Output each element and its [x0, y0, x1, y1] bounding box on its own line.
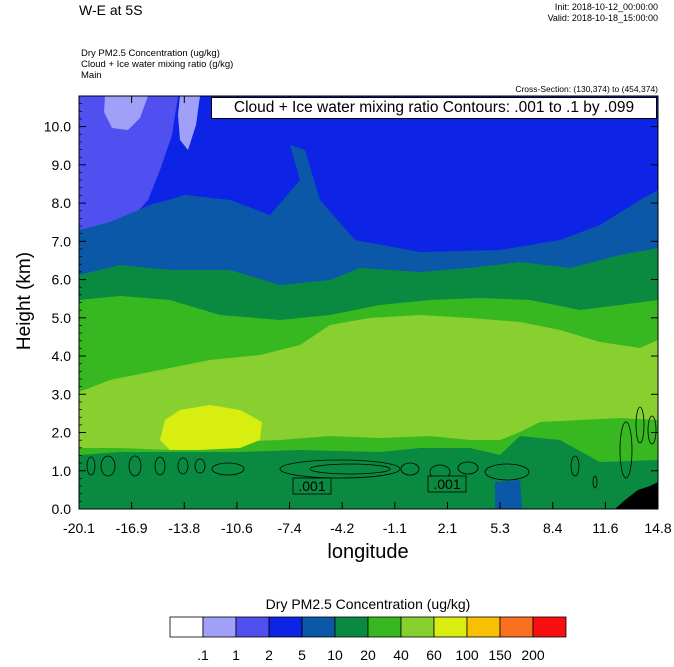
contour-line [100, 455, 116, 477]
contour-line [400, 462, 420, 476]
colorbar-swatch [532, 616, 567, 638]
x-tick-label: 14.8 [644, 520, 671, 536]
colorbar-swatch [235, 616, 270, 638]
x-tick-label: -10.6 [221, 520, 253, 536]
y-tick-label: 2.0 [52, 425, 72, 441]
heatmap-field [79, 96, 658, 509]
colorbar-swatch [499, 616, 534, 638]
colorbar-label: 100 [455, 647, 479, 663]
colorbar: .1 1 2 5 10 20 40 60 100 150 200 [169, 616, 567, 663]
colorbar-swatch [334, 616, 369, 638]
y-tick-label: 6.0 [52, 272, 72, 288]
x-tick-label: -4.2 [330, 520, 354, 536]
contour-label: .001 [433, 476, 460, 492]
y-tick-label: 7.0 [52, 233, 72, 249]
contour-line [309, 463, 391, 475]
contour-line [570, 455, 580, 477]
contour-line [211, 462, 245, 476]
x-axis-title: longitude [327, 541, 409, 563]
y-tick-label: 10.0 [44, 119, 71, 135]
cloud-contours [86, 406, 657, 489]
field-region-teal-bottom [495, 480, 522, 509]
colorbar-label: 20 [360, 647, 376, 663]
colorbar-label: 200 [521, 647, 545, 663]
field-label-main: Main [81, 70, 102, 81]
x-tick-label: -7.4 [277, 520, 301, 536]
contour-line [484, 463, 530, 481]
contour-line [86, 456, 96, 476]
contour-line [279, 459, 401, 479]
colorbar-label: 2 [265, 647, 273, 663]
y-tick-label: 1.0 [52, 463, 72, 479]
contour-line [592, 475, 598, 489]
field-label-pm25: Dry PM2.5 Concentration (ug/kg) [81, 48, 220, 59]
colorbar-swatch [433, 616, 468, 638]
contour-line [619, 421, 633, 479]
contour-label: .001 [298, 478, 325, 494]
colorbar-label: 10 [327, 647, 343, 663]
colorbar-swatch [202, 616, 237, 638]
colorbar-swatch [268, 616, 303, 638]
plot-title: W-E at 5S [79, 2, 143, 18]
x-tick-label: 8.4 [543, 520, 563, 536]
contour-line [194, 458, 206, 474]
field-region-teal [79, 145, 658, 300]
contour-line [177, 457, 189, 475]
contour-line [154, 456, 166, 476]
time-info: Init: 2018-10-12_00:00:00 Valid: 2018-10… [548, 2, 658, 24]
field-region-lightblue [79, 96, 178, 232]
terrain [615, 482, 658, 509]
contour-line [635, 406, 645, 444]
x-axis: -20.1 -16.9 -13.8 -10.6 -7.4 -4.2 -1.1 2.1 5.3 8.… [63, 96, 672, 536]
x-tick-label: 2.1 [438, 520, 458, 536]
y-tick-label: 5.0 [52, 310, 72, 326]
x-tick-label: -13.8 [168, 520, 200, 536]
colorbar-title: Dry PM2.5 Concentration (ug/kg) [265, 596, 471, 612]
colorbar-swatch [301, 616, 336, 638]
field-label-cloud: Cloud + Ice water mixing ratio (g/kg) [81, 59, 234, 70]
colorbar-swatch [367, 616, 402, 638]
y-axis: 0.0 1.0 2.0 3.0 4.0 5.0 6.0 7.0 8.0 9.0 10.0 [44, 95, 658, 517]
colorbar-swatch [169, 616, 204, 638]
colorbar-label: .1 [197, 647, 209, 663]
init-time: Init: 2018-10-12_00:00:00 [554, 2, 658, 12]
x-tick-label: -20.1 [63, 520, 95, 536]
y-tick-label: 4.0 [52, 348, 72, 364]
colorbar-swatch [400, 616, 435, 638]
colorbar-label: 150 [488, 647, 512, 663]
x-tick-label: -16.9 [116, 520, 148, 536]
colorbar-label: 1 [232, 647, 240, 663]
colorbar-swatch [466, 616, 501, 638]
y-tick-label: 9.0 [52, 157, 72, 173]
y-tick-label: 0.0 [52, 501, 72, 517]
field-region-yellow [160, 405, 262, 450]
cross-section-label: Cross-Section: (130,374) to (454,374) [515, 84, 658, 94]
contour-info-box: Cloud + Ice water mixing ratio Contours:… [211, 97, 657, 119]
valid-time: Valid: 2018-10-18_15:00:00 [547, 13, 658, 23]
y-axis-title: Height (km) [14, 251, 35, 351]
contour-line [128, 455, 142, 477]
contour-label-box [427, 475, 467, 493]
x-tick-label: -1.1 [383, 520, 407, 536]
y-tick-label: 3.0 [52, 386, 72, 402]
field-region-lightblue-3 [178, 96, 200, 150]
contour-label-box [292, 477, 332, 495]
field-region-lightblue-2 [104, 96, 148, 130]
colorbar-label: 40 [393, 647, 409, 663]
field-list: Dry PM2.5 Concentration (ug/kg) Cloud + … [81, 48, 233, 81]
contour-line [647, 415, 657, 445]
x-tick-label: 11.6 [592, 520, 618, 536]
contour-labels: .001 .001 [292, 475, 467, 495]
x-tick-label: 5.3 [490, 520, 510, 536]
colorbar-label: 60 [426, 647, 442, 663]
colorbar-label: 5 [298, 647, 306, 663]
y-tick-label: 8.0 [52, 195, 72, 211]
contour-line [457, 461, 479, 475]
